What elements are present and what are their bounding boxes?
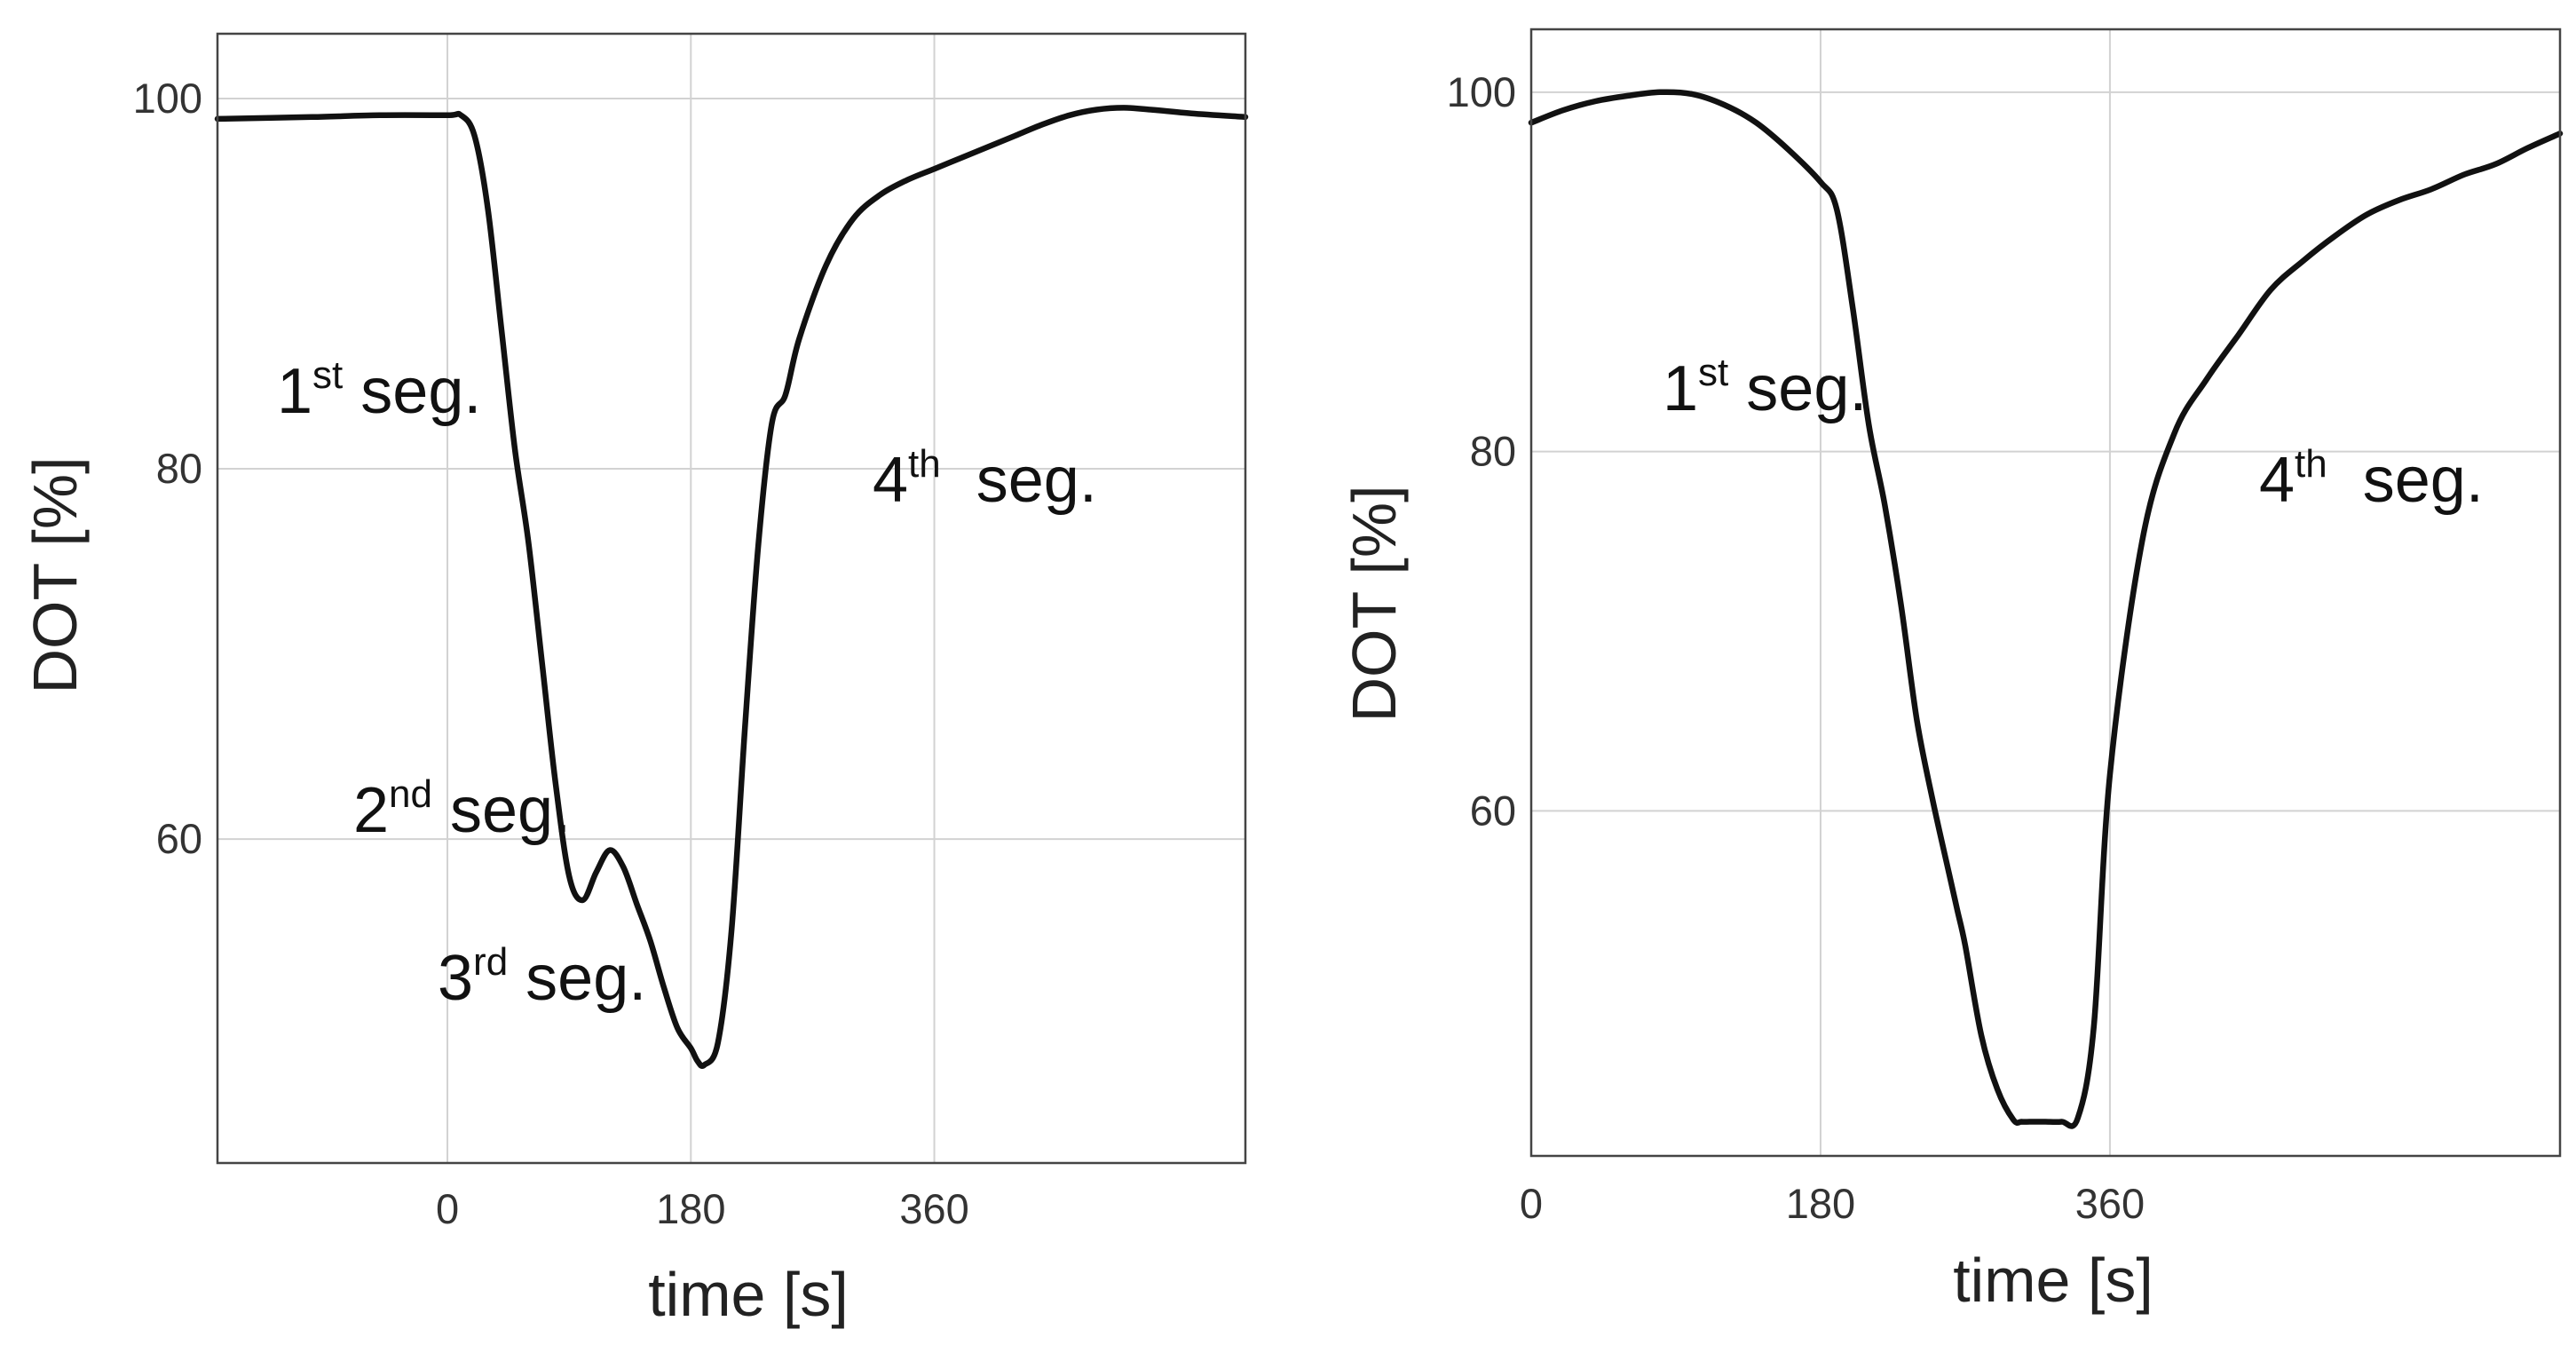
left-chart-annotation-4th-seg: 4th seg. (873, 442, 1097, 516)
left-chart-grid (217, 34, 1245, 1163)
left-chart-y-tick-label: 60 (156, 815, 202, 862)
right-chart-x-tick-label: 180 (1786, 1180, 1855, 1227)
left-chart-tick-labels: 0 180 360 60 80 100 (133, 75, 969, 1232)
right-chart-x-axis-label: time [s] (1953, 1246, 2153, 1315)
left-chart-y-axis-label: DOT [%] (20, 456, 90, 693)
left-chart-annotation-1st-seg: 1st seg. (277, 353, 481, 427)
right-chart-y-axis-label: DOT [%] (1339, 485, 1409, 722)
right-chart-tick-labels: 0 180 360 60 80 100 (1447, 68, 2145, 1227)
left-chart-y-tick-label: 80 (156, 445, 202, 492)
left-chart-plot-frame (216, 32, 1247, 1165)
left-chart-x-tick-label: 180 (656, 1185, 725, 1232)
right-chart-annotation-1st-seg: 1st seg. (1663, 351, 1867, 424)
right-chart: 0 180 360 60 80 100 DOT [%] time [s] 1st seg.… (1339, 28, 2564, 1315)
right-chart-x-tick-label: 360 (2075, 1180, 2145, 1227)
left-chart-y-tick-label: 100 (133, 75, 202, 122)
right-chart-plot-frame (1529, 28, 2562, 1158)
right-chart-dot-line (1528, 89, 2564, 1129)
left-chart-x-tick-label: 360 (899, 1185, 968, 1232)
left-chart: 0 180 360 60 80 100 DOT [%] time [s] 1st seg.… (20, 32, 1249, 1329)
left-chart-dot-line (214, 105, 1249, 1069)
left-chart-x-tick-label: 0 (436, 1185, 459, 1232)
right-chart-y-tick-label: 100 (1447, 68, 1516, 115)
right-chart-annotation-4th-seg: 4th seg. (2259, 442, 2484, 516)
right-chart-x-tick-label: 0 (1520, 1180, 1543, 1227)
right-chart-y-tick-label: 80 (1470, 428, 1516, 475)
left-chart-x-axis-label: time [s] (648, 1260, 849, 1329)
left-chart-annotation-3rd-seg: 3rd seg. (438, 940, 646, 1014)
left-chart-annotation-2nd-seg: 2nd seg. (353, 772, 571, 846)
right-chart-y-tick-label: 60 (1470, 787, 1516, 834)
